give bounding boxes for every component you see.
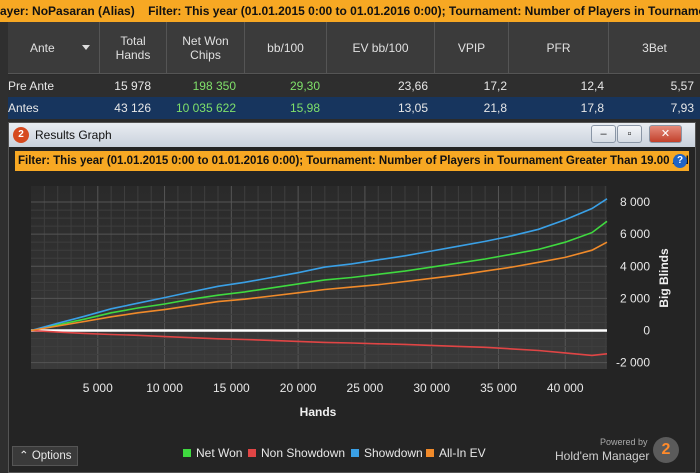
legend-showdown[interactable]: Showdown <box>351 446 423 464</box>
cell-3bet: 5,57 <box>670 79 694 93</box>
column-header-total-hands-label: Total Hands <box>115 34 151 62</box>
cell-vpip: 21,8 <box>483 101 507 115</box>
y-tick-label: 2 000 <box>620 291 650 305</box>
cell-total-hands: 43 126 <box>114 101 151 115</box>
x-tick-labels: 5 000 10 000 15 000 20 000 25 000 30 000 35 00… <box>83 381 584 395</box>
column-header-pfr[interactable]: PFR <box>509 22 609 74</box>
y-tick-label: 0 <box>643 323 650 337</box>
cell-pfr: 17,8 <box>580 101 604 115</box>
cell-bb100: 29,30 <box>289 79 320 93</box>
app-logo-icon: 2 <box>13 127 29 143</box>
y-tick-label: 8 000 <box>620 195 650 209</box>
cell-total-hands: 15 978 <box>114 79 151 93</box>
top-filter-bar: ayer: NoPasaran (Alias) Filter: This yea… <box>0 0 700 22</box>
column-header-ante[interactable]: Ante <box>0 22 100 74</box>
table-row[interactable]: Pre Ante 15 978 198 350 29,30 23,66 17,2… <box>0 75 700 97</box>
legend-all-in-ev[interactable]: All-In EV <box>426 446 486 464</box>
cell-net-won: 10 035 622 <box>175 101 236 115</box>
legend-label: Non Showdown <box>261 446 346 460</box>
chevron-up-icon: ⌃ <box>19 450 29 462</box>
x-tick-label: 25 000 <box>347 381 384 395</box>
x-axis-label: Hands <box>300 405 337 419</box>
options-button[interactable]: ⌃ Options <box>12 446 78 466</box>
column-header-pfr-label: PFR <box>546 41 571 55</box>
series-line-non-showdown <box>30 329 608 357</box>
brand-label: Hold'em Manager <box>555 449 650 463</box>
legend-non-showdown[interactable]: Non Showdown <box>248 446 345 464</box>
legend-swatch <box>351 449 359 457</box>
legend-label: All-In EV <box>439 446 486 460</box>
grid-lines <box>31 186 607 369</box>
table-row[interactable]: Antes 43 126 10 035 622 15,98 13,05 21,8… <box>0 97 700 119</box>
cell-net-won: 198 350 <box>192 79 236 93</box>
legend-swatch <box>248 449 256 457</box>
cell-3bet: 7,93 <box>670 101 694 115</box>
series-lines <box>30 198 608 357</box>
series-line-net-won <box>30 220 608 332</box>
cell-ante: Pre Ante <box>8 79 55 93</box>
column-header-bb100[interactable]: bb/100 <box>245 22 327 74</box>
x-tick-label: 10 000 <box>146 381 183 395</box>
x-tick-label: 20 000 <box>280 381 317 395</box>
column-header-ev-bb100[interactable]: EV bb/100 <box>327 22 435 74</box>
legend-swatch <box>183 449 191 457</box>
legend-net-won[interactable]: Net Won <box>183 446 242 464</box>
y-tick-labels: -2 000 0 2 000 4 000 6 000 8 000 <box>616 195 650 370</box>
options-label: Options <box>31 450 72 462</box>
column-header-net-won-label: Net Won Chips <box>182 34 229 62</box>
cell-pfr: 12,4 <box>580 79 604 93</box>
y-tick-label: 4 000 <box>620 259 650 273</box>
hm-logo-icon: 2 <box>653 437 679 463</box>
column-header-vpip-label: VPIP <box>457 41 486 55</box>
powered-by-label: Powered by <box>600 437 648 447</box>
x-tick-label: 15 000 <box>213 381 250 395</box>
window-titlebar[interactable]: 2 Results Graph – ▫ ✕ <box>9 123 695 147</box>
x-tick-label: 40 000 <box>547 381 584 395</box>
window-title: Results Graph <box>35 128 112 142</box>
close-button[interactable]: ✕ <box>649 125 682 143</box>
column-header-total-hands[interactable]: Total Hands <box>100 22 167 74</box>
x-tick-label: 5 000 <box>83 381 113 395</box>
help-icon[interactable]: ? <box>673 154 687 168</box>
column-header-3bet[interactable]: 3Bet <box>609 22 700 74</box>
y-axis-label: Big Blinds <box>657 248 671 308</box>
series-line-showdown <box>30 198 608 332</box>
x-tick-label: 30 000 <box>413 381 450 395</box>
graph-filter-bar[interactable]: Filter: This year (01.01.2015 0:00 to 01… <box>15 151 689 171</box>
filter-label: Filter: This year (01.01.2015 0:00 to 01… <box>148 4 700 18</box>
series-line-all-in-ev <box>30 241 608 332</box>
legend-label: Net Won <box>196 446 243 460</box>
graph-filter-text: Filter: This year (01.01.2015 0:00 to 01… <box>18 155 689 167</box>
chevron-down-icon[interactable] <box>82 45 90 50</box>
y-tick-label: -2 000 <box>616 356 650 370</box>
legend-label: Showdown <box>364 446 423 460</box>
column-header-ante-label: Ante <box>30 41 55 55</box>
column-header-3bet-label: 3Bet <box>642 41 667 55</box>
cell-ante: Antes <box>8 101 39 115</box>
minimize-button[interactable]: – <box>591 125 616 143</box>
column-header-ev-bb100-label: EV bb/100 <box>352 41 409 55</box>
legend-swatch <box>426 449 434 457</box>
stats-table-header: Ante Total Hands Net Won Chips bb/100 EV… <box>0 22 700 74</box>
column-header-net-won[interactable]: Net Won Chips <box>167 22 245 74</box>
cell-vpip: 17,2 <box>483 79 507 93</box>
cell-bb100: 15,98 <box>289 101 320 115</box>
x-tick-label: 35 000 <box>480 381 517 395</box>
column-header-bb100-label: bb/100 <box>267 41 304 55</box>
y-tick-label: 6 000 <box>620 227 650 241</box>
left-edge-strip <box>0 22 8 473</box>
player-label: ayer: NoPasaran (Alias) <box>0 4 135 18</box>
column-header-vpip[interactable]: VPIP <box>435 22 509 74</box>
cell-ev-bb100: 13,05 <box>397 101 428 115</box>
cell-ev-bb100: 23,66 <box>397 79 428 93</box>
maximize-button[interactable]: ▫ <box>617 125 642 143</box>
